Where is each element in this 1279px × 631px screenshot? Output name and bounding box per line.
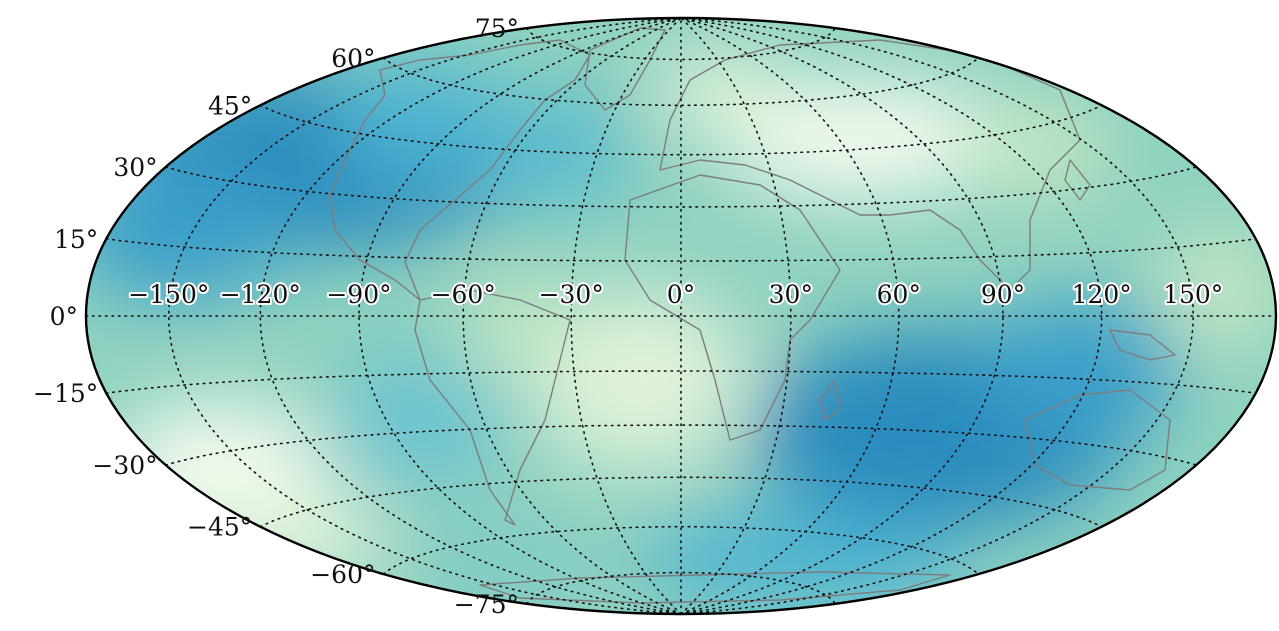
longitude-label: 60° bbox=[877, 280, 921, 309]
parallel-line bbox=[164, 424, 1198, 466]
latitude-label: 30° bbox=[113, 153, 157, 182]
coastlines bbox=[329, 27, 1191, 604]
latitude-label: −15° bbox=[33, 379, 98, 408]
parallel-line bbox=[526, 571, 836, 605]
meridian-line bbox=[680, 17, 900, 615]
map-boundary bbox=[84, 16, 1278, 616]
meridian-line bbox=[462, 17, 682, 615]
latitude-label: 60° bbox=[331, 44, 375, 73]
latitude-label: 0° bbox=[50, 302, 78, 331]
latitude-label: −45° bbox=[187, 513, 252, 542]
latitude-labels: 75° 60° 45° 30° 15° 0° −15° −30° −45° −60° −75° bbox=[33, 14, 519, 619]
longitude-label: 30° bbox=[769, 280, 813, 309]
longitude-label: 150° bbox=[1163, 280, 1223, 309]
meridian-line bbox=[680, 17, 1004, 615]
longitude-label: −90° bbox=[326, 280, 391, 309]
meridian-line bbox=[680, 17, 1103, 615]
longitude-label: −120° bbox=[220, 280, 301, 309]
meridian-line bbox=[259, 17, 682, 615]
meridian-line bbox=[358, 17, 682, 615]
meridian-line bbox=[680, 17, 792, 615]
longitude-label: −60° bbox=[431, 280, 496, 309]
longitude-label: 120° bbox=[1072, 280, 1132, 309]
latitude-label: 75° bbox=[475, 14, 519, 43]
latitude-label: −30° bbox=[92, 451, 157, 480]
latitude-label: 45° bbox=[208, 91, 252, 120]
longitude-label: 0° bbox=[667, 280, 695, 309]
longitude-label: −150° bbox=[128, 280, 209, 309]
latitude-label: −75° bbox=[454, 590, 519, 619]
latitude-label: −60° bbox=[310, 560, 375, 589]
longitude-label: 90° bbox=[981, 280, 1025, 309]
longitude-label: −30° bbox=[539, 280, 604, 309]
meridian-line bbox=[570, 17, 682, 615]
latitude-label: 15° bbox=[54, 225, 98, 254]
longitude-labels: −150° −120° −90° −60° −30° 0° 30° 60° 90° 120° 150… bbox=[126, 278, 1225, 311]
graticule bbox=[85, 17, 1277, 615]
parallel-line bbox=[164, 166, 1198, 208]
